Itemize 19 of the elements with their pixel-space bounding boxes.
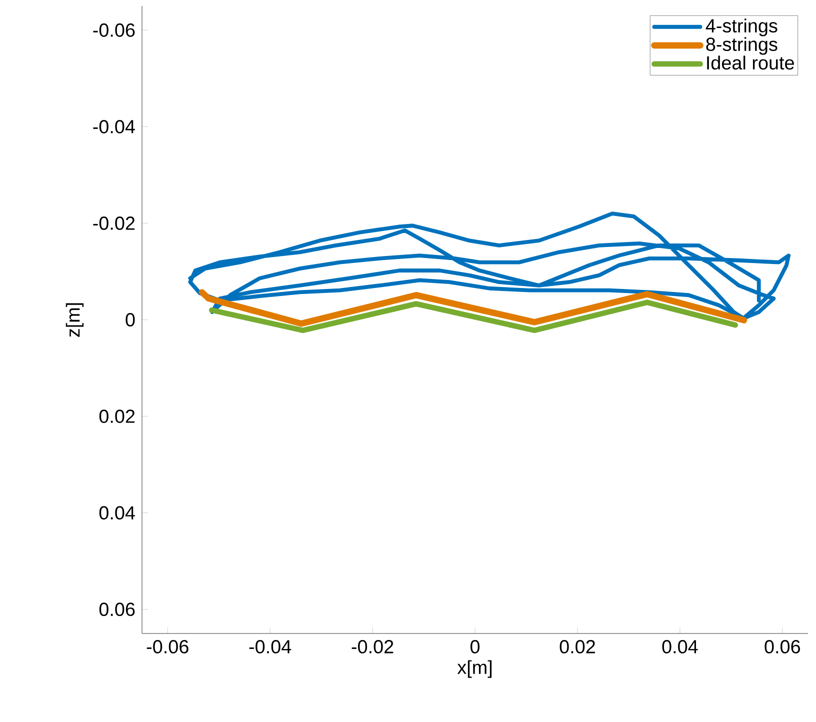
legend-label: 4-strings: [706, 18, 778, 36]
y-tick-label: 0.06: [99, 602, 135, 616]
y-tick-label: 0.02: [99, 410, 135, 423]
y-tick-label: -0.06: [93, 23, 135, 37]
y-axis-title: z[m]: [66, 303, 84, 337]
x-tick-label: -0.02: [352, 640, 394, 654]
y-tick-label: 0.04: [99, 506, 135, 520]
x-tick-label: 0.06: [764, 640, 800, 654]
x-axis-title: x[m]: [457, 660, 492, 678]
legend-label: Ideal route: [707, 56, 794, 70]
x-tick-label: 0.04: [662, 640, 698, 654]
y-tick-label: 0: [126, 313, 135, 326]
y-tick-label: -0.02: [93, 216, 135, 230]
x-tick-label: -0.04: [249, 640, 292, 654]
y-tick-label: -0.04: [93, 120, 135, 134]
x-tick-label: -0.06: [146, 640, 188, 654]
x-tick-label: 0.02: [560, 640, 595, 654]
legend-label: 8-strings: [706, 37, 778, 55]
x-tick-label: 0: [470, 640, 480, 654]
